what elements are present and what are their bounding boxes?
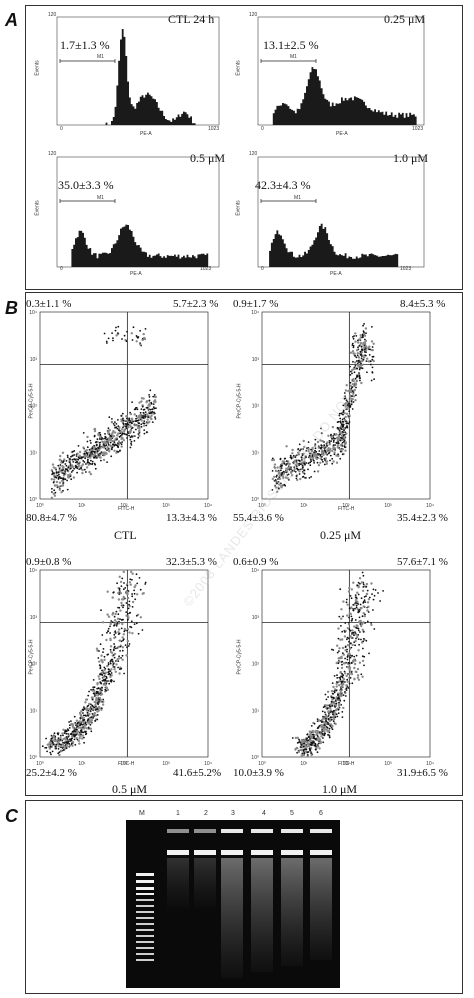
panel-c-frame [25, 800, 463, 994]
scatter-xlabel: FITC-H [338, 506, 355, 512]
panel-b-label: B [5, 298, 18, 318]
scatter-caption: 0.5 μM [112, 782, 148, 796]
quadrant-lr: 35.4±2.3 % [397, 512, 448, 524]
hist-percent: 13.1±2.5 % [263, 38, 319, 52]
hist-xmin: 0 [261, 266, 264, 272]
quadrant-ur: 32.3±5.3 % [166, 556, 217, 568]
scatter-xlabel: FITC-H [118, 761, 135, 767]
hist-xmax: 1023 [412, 126, 424, 132]
scatter-xlabel: FITC-H [338, 761, 355, 767]
quadrant-lr: 31.9±6.5 % [397, 767, 448, 779]
scatter-ylabel: PerCP-Cy5-5-H [28, 383, 35, 419]
hist-xmin: 0 [261, 126, 264, 132]
scatter-xlabel: FITC-H [118, 506, 135, 512]
quadrant-ll: 55.4±3.6 % [233, 512, 284, 524]
quadrant-lr: 13.3±4.3 % [166, 512, 217, 524]
hist-ylabel: Events [34, 200, 41, 216]
hist-xmin: 0 [60, 126, 63, 132]
quadrant-ur: 8.4±5.3 % [400, 298, 446, 310]
hist-marker: M1 [97, 54, 104, 60]
gel-lane-label: 5 [290, 810, 294, 817]
gel-lane-label: 6 [319, 810, 323, 817]
quadrant-ur: 57.6±7.1 % [397, 556, 448, 568]
panel-c-label: C [5, 806, 18, 826]
gel-lane-label: 4 [262, 810, 266, 817]
hist-percent: 35.0±3.3 % [58, 178, 114, 192]
hist-ytop: 120 [48, 151, 57, 157]
hist-ytop: 120 [48, 12, 57, 18]
hist-ytop: 120 [249, 12, 258, 18]
hist-xlabel: PE-A [140, 131, 152, 137]
hist-xlabel: PE-A [330, 271, 342, 277]
panel-a-label: A [5, 10, 18, 30]
hist-ylabel: Events [235, 60, 242, 76]
panel-b-frame [25, 292, 463, 796]
scatter-caption: 1.0 μM [322, 782, 358, 796]
hist-xlabel: PE-A [336, 131, 348, 137]
scatter-ylabel: PerCP-Cy5-5-H [28, 639, 35, 675]
hist-xmax: 1023 [208, 126, 220, 132]
gel-lane-label: 3 [231, 810, 235, 817]
hist-title: 0.5 μM [190, 151, 226, 165]
hist-ylabel: Events [235, 200, 242, 216]
scatter-ylabel: PerCP-Cy5-5-H [236, 383, 243, 419]
hist-ylabel: Events [34, 60, 41, 76]
hist-title: CTL 24 h [168, 12, 215, 26]
quadrant-lr: 41.6±5.2% [173, 767, 222, 779]
hist-xmax: 1023 [200, 266, 212, 272]
quadrant-ul: 0.9±1.7 % [233, 298, 279, 310]
quadrant-ll: 10.0±3.9 % [233, 767, 284, 779]
quadrant-ul: 0.9±0.8 % [26, 556, 72, 568]
quadrant-ll: 25.2±4.2 % [26, 767, 77, 779]
hist-title: 0.25 μM [384, 12, 426, 26]
hist-xlabel: PE-A [130, 271, 142, 277]
quadrant-ur: 5.7±2.3 % [173, 298, 219, 310]
scatter-caption: 0.25 μM [320, 528, 362, 542]
hist-marker: M1 [290, 54, 297, 60]
hist-xmin: 0 [60, 266, 63, 272]
quadrant-ul: 0.6±0.9 % [233, 556, 279, 568]
quadrant-ll: 80.8±4.7 % [26, 512, 77, 524]
gel-lane-label: 2 [204, 810, 208, 817]
hist-percent: 42.3±4.3 % [255, 178, 311, 192]
gel-lane-label: 1 [176, 810, 180, 817]
hist-percent: 1.7±1.3 % [60, 38, 110, 52]
quadrant-ul: 0.3±1.1 % [26, 298, 72, 310]
hist-marker: M1 [97, 195, 104, 201]
hist-xmax: 1023 [400, 266, 412, 272]
hist-title: 1.0 μM [393, 151, 429, 165]
scatter-caption: CTL [114, 528, 137, 542]
scatter-ylabel: PerCP-Cy5-5-H [236, 639, 243, 675]
hist-marker: M1 [294, 195, 301, 201]
gel-lane-label: M [139, 810, 145, 817]
hist-ytop: 120 [249, 151, 258, 157]
